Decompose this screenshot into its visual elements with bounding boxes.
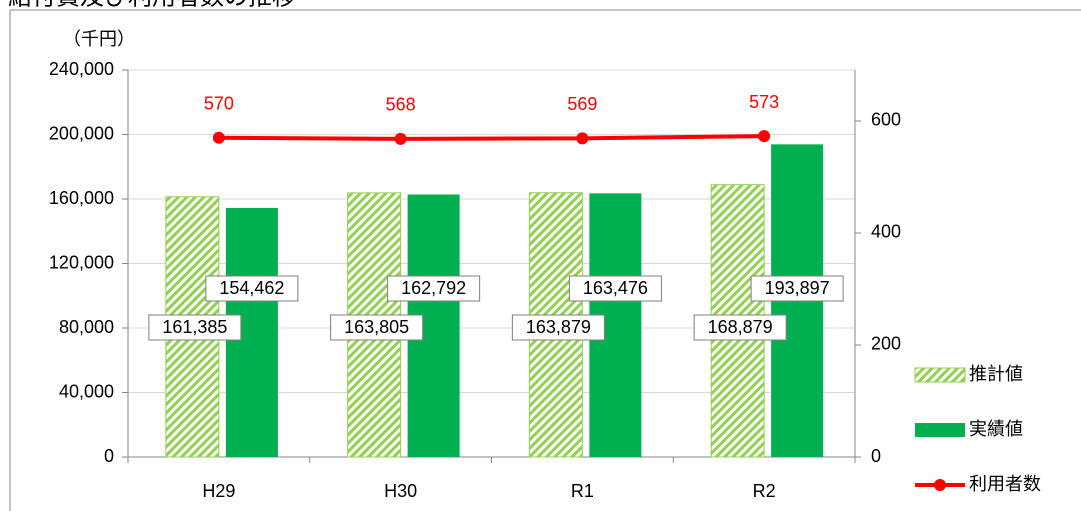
y-tick-label: 80,000 (59, 317, 114, 337)
y-tick-label: 120,000 (49, 252, 114, 272)
data-label: 154,462 (219, 278, 284, 298)
y-tick-label: 40,000 (59, 381, 114, 401)
y-axis-label: （千円） (63, 29, 135, 49)
legend-label: 実績値 (969, 419, 1023, 439)
legend-swatch (914, 367, 966, 383)
data-label-box (148, 314, 242, 341)
line-point (758, 130, 771, 143)
y-tick-label: 200,000 (49, 123, 114, 143)
data-label: 163,879 (526, 317, 591, 337)
line-point (394, 132, 407, 145)
legend-marker (934, 479, 946, 491)
y2-tick-label: 200 (871, 334, 901, 354)
data-label: 162,792 (401, 278, 466, 298)
data-label-box (205, 275, 299, 302)
line (218, 134, 765, 141)
chart-frame (9, 9, 1081, 511)
data-label-box (330, 314, 424, 341)
y2-tick-label: 400 (871, 222, 901, 242)
data-label: 193,897 (765, 278, 830, 298)
legend-label: 推計値 (969, 364, 1023, 384)
x-tick-label: H29 (202, 481, 235, 501)
line-point (212, 131, 225, 144)
x-tick-label: R2 (753, 481, 776, 501)
data-label: 163,805 (344, 317, 409, 337)
y-tick-label: 160,000 (49, 188, 114, 208)
data-label-box (693, 314, 787, 341)
line-point (576, 132, 589, 145)
data-label-box (387, 275, 481, 302)
legend-label: 利用者数 (969, 474, 1041, 494)
data-label-box (568, 275, 662, 302)
x-tick-label: R1 (571, 481, 594, 501)
data-label: 568 (386, 95, 416, 115)
chart-title: 給付費及び利用者数の推移 (8, 0, 296, 10)
x-tick-label: H30 (384, 481, 417, 501)
data-label: 168,879 (708, 317, 773, 337)
y2-tick-label: 0 (871, 446, 881, 466)
data-label: 569 (567, 94, 597, 114)
data-label-box (750, 275, 844, 302)
data-label: 570 (204, 94, 234, 114)
legend-swatch (915, 423, 965, 437)
data-label-box (511, 314, 605, 341)
y2-tick-label: 600 (871, 110, 901, 130)
data-label: 161,385 (162, 317, 227, 337)
y-tick-label: 0 (104, 446, 114, 466)
data-label: 163,476 (583, 278, 648, 298)
data-label: 573 (749, 92, 779, 112)
y-tick-label: 240,000 (49, 59, 114, 79)
